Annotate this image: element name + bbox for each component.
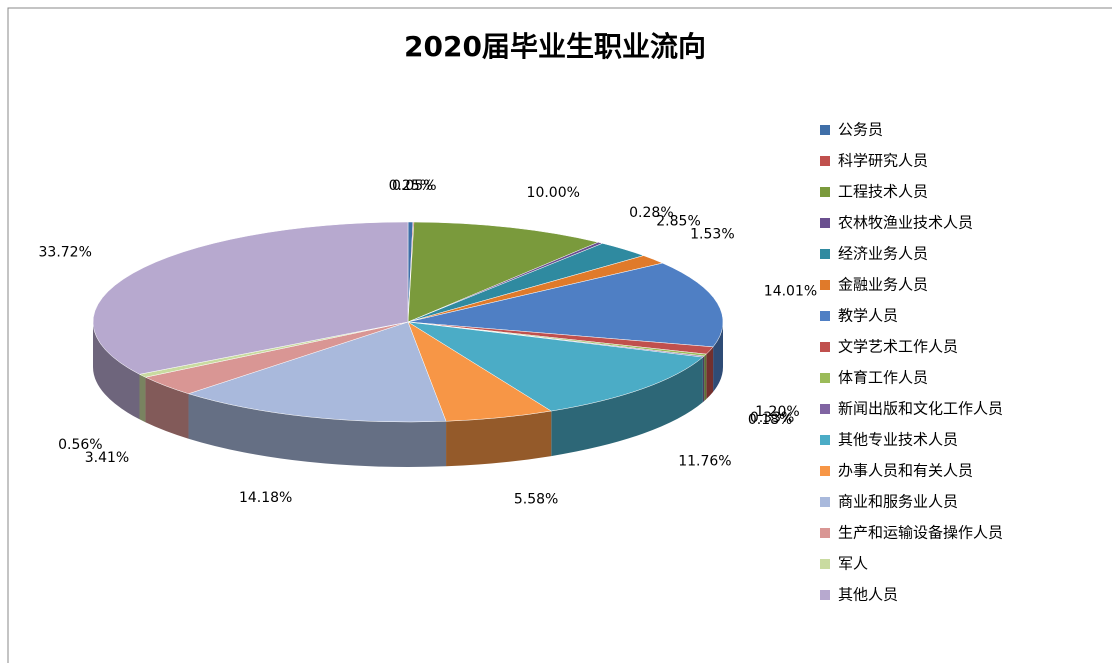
- legend-swatch: [820, 435, 830, 445]
- legend-label: 办事人员和有关人员: [838, 462, 973, 480]
- chart-border: [7, 7, 1112, 663]
- pie-side: [706, 346, 714, 400]
- pie-side: [446, 411, 552, 467]
- data-label: 5.58%: [514, 491, 558, 507]
- data-label: 0.33%: [750, 410, 794, 426]
- legend-swatch: [820, 466, 830, 476]
- data-label: 33.72%: [39, 245, 92, 261]
- pie-slice: [92, 221, 409, 375]
- legend-label: 金融业务人员: [838, 276, 928, 294]
- legend-swatch: [820, 125, 830, 135]
- data-label: 2.85%: [656, 213, 700, 229]
- legend-label: 商业和服务业人员: [838, 493, 958, 511]
- data-label: 0.05%: [392, 178, 436, 194]
- data-label: 3.41%: [85, 450, 129, 466]
- legend-swatch: [820, 280, 830, 290]
- chart-title: 2020届毕业生职业流向: [404, 30, 706, 63]
- pie-side: [551, 357, 703, 457]
- legend-label: 科学研究人员: [838, 152, 928, 170]
- data-label: 10.00%: [527, 185, 580, 201]
- legend-label: 工程技术人员: [838, 183, 928, 201]
- pie-side: [702, 356, 705, 403]
- legend-label: 公务员: [838, 121, 883, 139]
- legend-swatch: [820, 590, 830, 600]
- legend-swatch: [820, 559, 830, 569]
- data-label: 1.53%: [690, 226, 734, 242]
- legend-label: 农林牧渔业技术人员: [838, 214, 973, 232]
- pie-side: [139, 374, 146, 423]
- legend-swatch: [820, 342, 830, 352]
- data-label: 1.20%: [755, 404, 799, 420]
- legend-label: 生产和运输设备操作人员: [838, 524, 1003, 542]
- legend-swatch: [820, 373, 830, 383]
- pie-side: [713, 322, 723, 392]
- legend-label: 体育工作人员: [838, 369, 928, 387]
- data-label: 0.28%: [629, 205, 673, 221]
- pie-slice: [407, 221, 599, 323]
- data-label: 0.56%: [58, 437, 102, 453]
- data-label: 0.25%: [389, 178, 433, 194]
- legend-swatch: [820, 404, 830, 414]
- legend-swatch: [820, 187, 830, 197]
- legend-swatch: [820, 497, 830, 507]
- pie-side: [704, 354, 707, 402]
- legend-label: 经济业务人员: [838, 245, 928, 263]
- legend-label: 军人: [838, 555, 868, 573]
- legend-label: 其他人员: [838, 586, 898, 604]
- legend-swatch: [820, 156, 830, 166]
- data-label: 14.18%: [239, 490, 292, 506]
- legend-label: 新闻出版和文化工作人员: [838, 400, 1003, 418]
- legend-label: 其他专业技术人员: [838, 431, 958, 449]
- legend-swatch: [820, 528, 830, 538]
- legend-label: 教学人员: [838, 307, 898, 325]
- pie-slice: [407, 262, 724, 348]
- legend-swatch: [820, 218, 830, 228]
- legend-swatch: [820, 249, 830, 259]
- data-label: 14.01%: [764, 284, 817, 300]
- pie-slice: [407, 321, 704, 412]
- data-label: 0.18%: [748, 412, 792, 428]
- data-label: 11.76%: [678, 454, 731, 470]
- pie-side: [188, 393, 447, 467]
- legend-label: 文学艺术工作人员: [838, 338, 958, 356]
- pie-slice: [187, 321, 447, 423]
- legend-swatch: [820, 311, 830, 321]
- pie-side: [93, 322, 140, 420]
- pie-side: [145, 377, 189, 439]
